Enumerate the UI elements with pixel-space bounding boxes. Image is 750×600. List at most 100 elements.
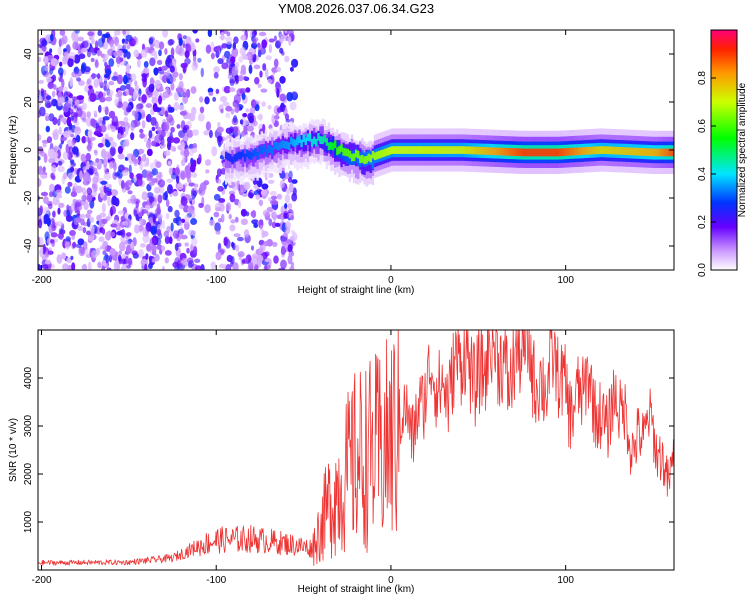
spectrogram-cell bbox=[556, 148, 559, 157]
spectrogram-cell bbox=[151, 126, 156, 132]
spectrogram-cell bbox=[241, 192, 249, 197]
spectrogram-cell bbox=[67, 181, 73, 187]
spectrogram-cell bbox=[210, 52, 215, 60]
spectrogram-cell bbox=[139, 160, 144, 171]
spectrogram-cell bbox=[49, 68, 54, 75]
spectrogram-cell bbox=[80, 199, 87, 207]
spectrogram-cell bbox=[38, 156, 41, 161]
spectrogram-cell bbox=[57, 165, 65, 173]
spectrogram-cell bbox=[338, 146, 341, 154]
spectrogram-cell bbox=[252, 149, 255, 158]
x-tick-label: 100 bbox=[557, 575, 574, 586]
spectrogram-cell bbox=[253, 190, 260, 196]
spectrogram-cell bbox=[491, 147, 494, 156]
spectrogram-cell bbox=[222, 101, 230, 107]
spectrogram-cell bbox=[245, 87, 251, 93]
spectrogram-cell bbox=[87, 31, 95, 36]
spectrogram-cell bbox=[273, 255, 279, 264]
spectrogram-cell bbox=[135, 104, 141, 112]
spectrogram-cell bbox=[105, 68, 112, 76]
spectrogram-cell bbox=[474, 146, 477, 155]
spectrogram-cell bbox=[221, 62, 229, 70]
spectrogram-cell bbox=[606, 146, 609, 155]
spectrogram-cell bbox=[233, 36, 239, 44]
spectrogram-cell bbox=[596, 146, 599, 155]
spectrogram-cell bbox=[53, 151, 57, 160]
spectrogram-cell bbox=[549, 148, 553, 157]
spectrogram-cell bbox=[656, 148, 660, 157]
spectrogram-cell bbox=[144, 263, 148, 270]
spectrogram-cell bbox=[81, 187, 87, 195]
spectrogram-cell bbox=[213, 72, 219, 79]
spectrogram-cell bbox=[197, 113, 205, 122]
spectrogram-cell bbox=[98, 104, 102, 113]
spectrogram-cell bbox=[428, 146, 431, 154]
snr-y-label: SNR (10 * v/v) bbox=[8, 418, 19, 482]
spectrogram-cell bbox=[116, 50, 123, 57]
spectrogram-cell bbox=[126, 107, 132, 113]
spectrogram-cell bbox=[70, 255, 74, 260]
spectrogram-cell bbox=[256, 152, 259, 160]
spectrogram-cell bbox=[243, 181, 251, 190]
spectrogram-cell bbox=[116, 74, 123, 85]
spectrogram-cell bbox=[189, 148, 194, 156]
spectrogram-cell bbox=[75, 243, 82, 248]
spectrogram-cell bbox=[115, 93, 120, 98]
spectrogram-cell bbox=[84, 85, 89, 93]
spectrogram-cell bbox=[260, 189, 268, 196]
spectrogram-cell bbox=[52, 210, 56, 218]
spectrogram-cell bbox=[178, 37, 183, 47]
spectrogram-cell bbox=[98, 160, 102, 165]
spectrogram-cell bbox=[300, 139, 303, 148]
colorbar-tick-label: 0.8 bbox=[697, 71, 708, 85]
spectrogram-cell bbox=[58, 38, 62, 48]
spectrogram-cell bbox=[141, 73, 148, 78]
spectrogram-cell bbox=[72, 41, 79, 50]
spectrogram-cell bbox=[80, 47, 88, 53]
spectrogram-cell bbox=[105, 231, 111, 241]
spectrogram-cell bbox=[205, 159, 211, 166]
spectrogram-cell bbox=[54, 221, 59, 227]
spectrogram-cell bbox=[254, 148, 257, 157]
spectrogram-cell bbox=[541, 148, 544, 157]
spectrogram-cell bbox=[267, 179, 275, 184]
spectrogram-cell bbox=[192, 30, 198, 34]
spectrogram-cell bbox=[139, 128, 144, 134]
spectrogram-cell bbox=[224, 50, 231, 59]
spectrogram-cell bbox=[642, 148, 645, 156]
spectrogram-cell bbox=[154, 79, 161, 89]
spectrogram-cell bbox=[239, 88, 247, 94]
spectrogram-cell bbox=[43, 56, 49, 64]
spectrogram-cell bbox=[375, 151, 379, 160]
spectrogram-cell bbox=[111, 195, 117, 206]
spectrogram-cell bbox=[363, 156, 366, 165]
spectrogram-cell bbox=[48, 223, 54, 234]
spectrogram-cell bbox=[167, 136, 171, 147]
spectrogram-cell bbox=[179, 73, 183, 81]
spectrogram-cell bbox=[608, 146, 612, 155]
spectrogram-cell bbox=[516, 148, 519, 156]
spectrogram-cell bbox=[600, 146, 603, 154]
spectrogram-cell bbox=[284, 113, 290, 121]
spectrogram-cell bbox=[50, 239, 55, 244]
spectrogram-cell bbox=[60, 117, 66, 123]
spectrogram-cell bbox=[158, 69, 165, 75]
spectrogram-cell bbox=[225, 112, 231, 119]
spectrogram-cell bbox=[43, 219, 48, 225]
spectrogram-cell bbox=[51, 164, 57, 174]
spectrogram-cell bbox=[157, 194, 163, 204]
spectrogram-cell bbox=[99, 245, 103, 250]
spectrogram-cell bbox=[154, 186, 161, 194]
spectrogram-cell bbox=[493, 147, 496, 156]
spectrogram-cell bbox=[200, 67, 204, 78]
spectrogram-cell bbox=[617, 146, 620, 155]
spectrogram-cell bbox=[168, 39, 175, 45]
spectrogram-cell bbox=[56, 221, 63, 227]
spectrogram-cell bbox=[275, 142, 278, 150]
spectrogram-cell bbox=[102, 118, 106, 127]
spectrogram-cell bbox=[48, 203, 53, 210]
spectrogram-cell bbox=[61, 78, 65, 89]
spectrogram-cell bbox=[158, 49, 162, 57]
spectrogram-cell bbox=[280, 236, 288, 242]
spectrogram-cell bbox=[86, 230, 91, 236]
